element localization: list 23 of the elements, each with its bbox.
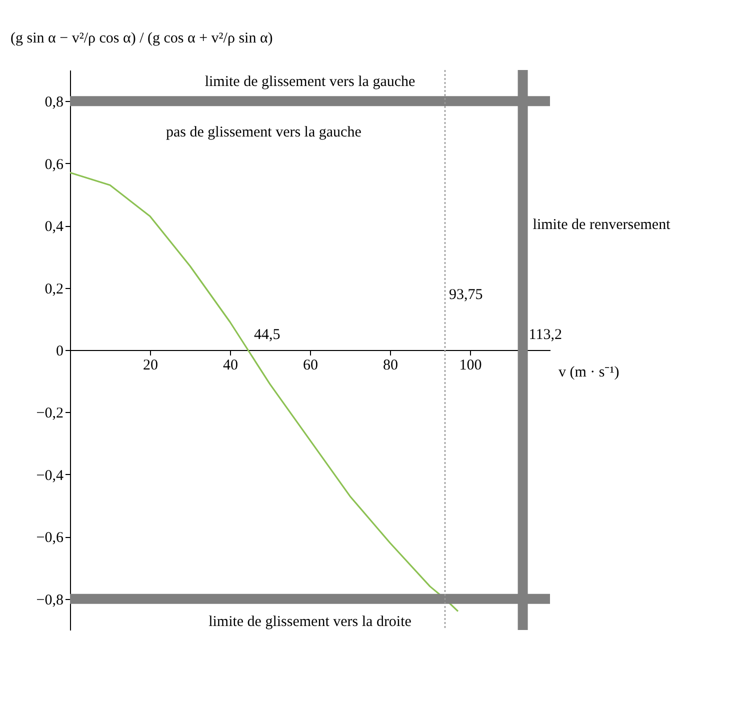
y-tick-label: −0,4	[36, 468, 64, 484]
x-tick-label: 100	[459, 358, 482, 374]
y-tick-label: −0,2	[36, 406, 64, 422]
x-axis-title: v (m · s⁻¹)	[558, 364, 620, 380]
y-tick-label: −0,8	[36, 592, 64, 608]
annotation: 113,2	[528, 327, 562, 343]
y-tick-label: 0,6	[44, 156, 64, 173]
x-tick-label: 80	[383, 358, 398, 374]
x-tick-label: 60	[303, 358, 318, 374]
x-tick-label: 40	[223, 358, 238, 374]
ref-line-label: limite de renversement	[532, 217, 672, 233]
y-axis-title: (g sin α − v²/ρ cos α) / (g cos α + v²/ρ sin α)	[10, 30, 273, 46]
ref-line-label: 93,75	[449, 287, 483, 303]
y-tick-label: 0,2	[44, 281, 64, 298]
y-tick-label: 0,8	[44, 94, 64, 111]
ref-line-label: limite de glissement vers la gauche	[204, 74, 416, 90]
ref-line-label: limite de glissement vers la droite	[208, 614, 412, 630]
y-tick-label: −0,6	[36, 530, 64, 546]
y-tick-label: 0	[56, 344, 64, 360]
x-tick-label: 20	[143, 358, 158, 374]
y-tick-label: 0,4	[44, 219, 64, 236]
annotation: 44,5	[254, 327, 280, 343]
annotation: pas de glissement vers la gauche	[166, 124, 362, 141]
